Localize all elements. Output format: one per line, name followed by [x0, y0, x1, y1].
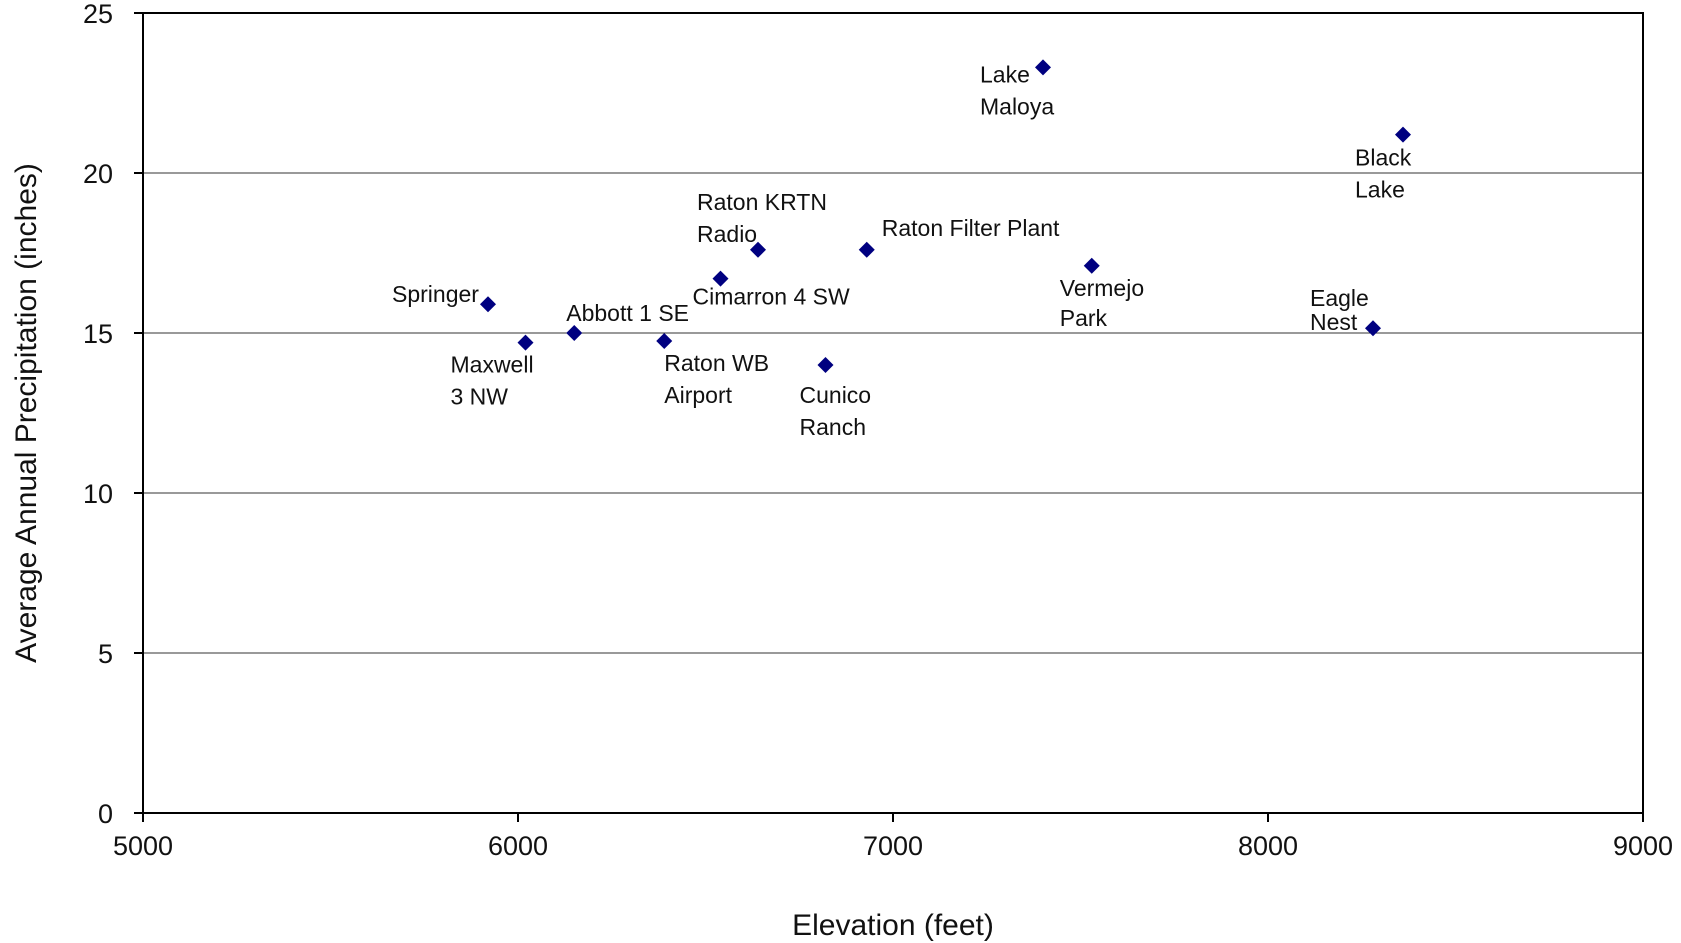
point-label: Raton WB Airport	[664, 350, 769, 408]
point-labels: Springer Maxwell 3 NW Abbott 1 SE Raton WB Ai…	[392, 61, 1412, 440]
x-tick-label: 6000	[488, 831, 548, 861]
point-label: Vermejo Park	[1060, 275, 1144, 331]
data-points	[480, 59, 1411, 373]
y-axis-ticks: 0 5 10 15 20 25	[83, 0, 143, 829]
y-tick-label: 25	[83, 0, 113, 29]
gridlines	[143, 172, 1643, 654]
data-point-raton-wb-airport	[656, 333, 673, 349]
y-tick-label: 0	[98, 799, 113, 829]
point-label: Springer	[392, 281, 479, 307]
point-label: Raton KRTN Radio	[697, 189, 827, 247]
data-point-vermejo-park	[1083, 257, 1100, 274]
point-label: Lake Maloya	[980, 61, 1054, 119]
y-tick-label: 20	[83, 159, 113, 189]
point-label: Maxwell 3 NW	[451, 352, 534, 410]
data-point-black-lake	[1395, 126, 1411, 143]
data-point-cunico-ranch	[817, 357, 834, 373]
y-tick-label: 5	[98, 639, 113, 669]
data-point-cimarron-4-sw	[712, 270, 729, 287]
y-axis-title: Average Annual Precipitation (inches)	[10, 163, 43, 663]
data-point-raton-filter-plant	[858, 241, 875, 258]
x-tick-label: 8000	[1238, 831, 1298, 861]
x-tick-label: 5000	[113, 831, 173, 861]
data-point-abbott-1-se	[566, 325, 583, 341]
point-label: Abbott 1 SE	[566, 300, 689, 326]
x-tick-label: 9000	[1613, 831, 1673, 861]
point-label: Eagle Nest	[1310, 285, 1369, 335]
data-point-eagle-nest	[1365, 320, 1381, 337]
point-label: Cimarron 4 SW	[693, 284, 850, 310]
point-label: Cunico Ranch	[800, 382, 872, 440]
x-axis-title: Elevation (feet)	[792, 909, 994, 942]
data-point-raton-krtn-radio	[750, 241, 766, 258]
data-point-maxwell-3-nw	[517, 334, 534, 351]
point-label: Black Lake	[1355, 145, 1412, 203]
y-tick-label: 15	[83, 319, 113, 349]
data-point-springer	[480, 296, 496, 313]
x-tick-label: 7000	[863, 831, 923, 861]
point-label: Raton Filter Plant	[882, 215, 1060, 241]
data-point-lake-maloya	[1035, 59, 1051, 76]
x-axis-ticks: 5000 6000 7000 8000 9000	[113, 813, 1673, 861]
plot-area-frame	[142, 12, 1644, 814]
y-tick-label: 10	[83, 479, 113, 509]
